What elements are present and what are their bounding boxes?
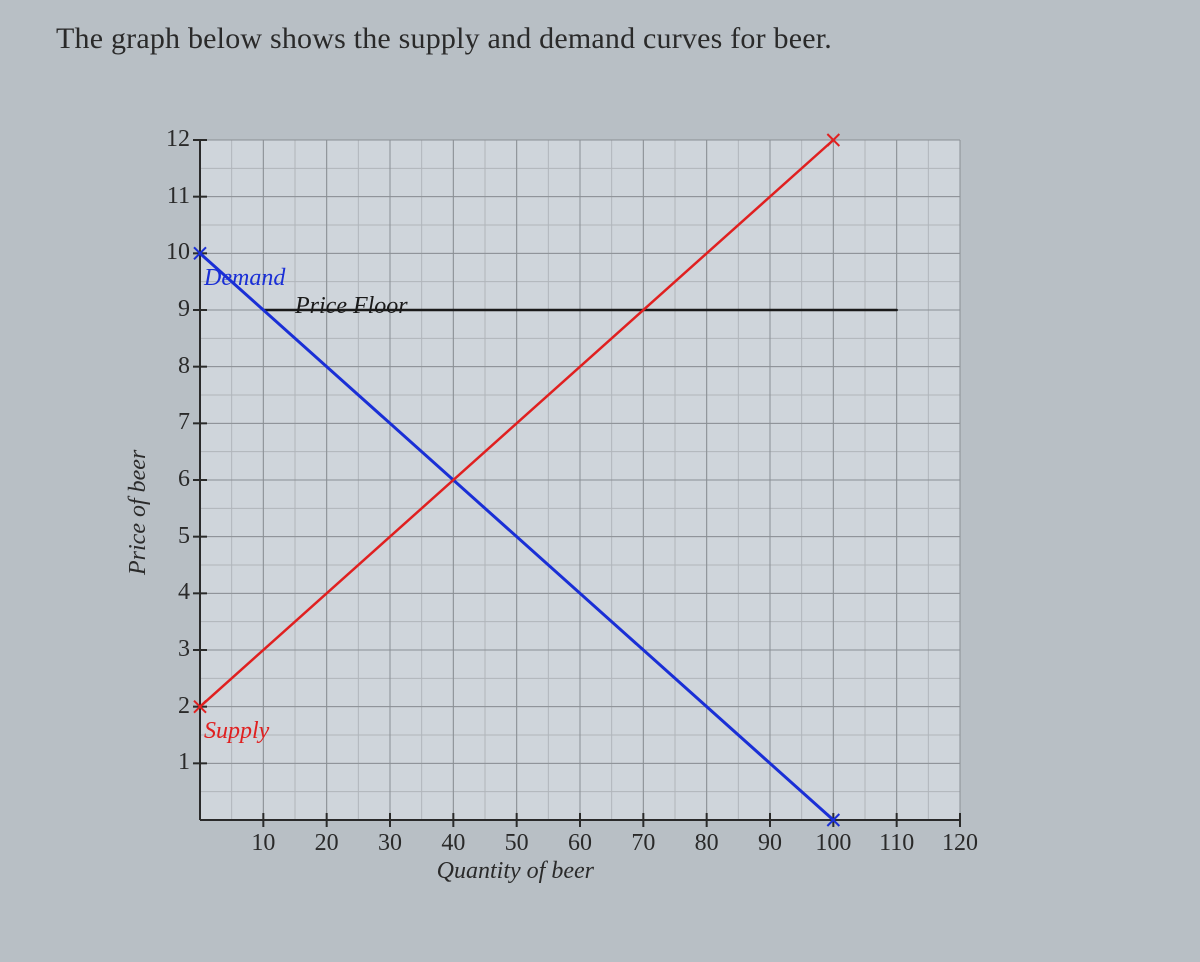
y-tick-label: 4 [150,579,190,606]
x-tick-label: 80 [687,830,727,857]
chart-svg [70,130,990,900]
x-tick-label: 50 [497,830,537,857]
y-tick-label: 3 [150,636,190,663]
supply-demand-chart: Price of beer Quantity of beer 1 2 3 4 5 6 7 8 9… [70,130,990,930]
y-tick-label: 10 [150,239,190,266]
y-tick-label: 11 [150,183,190,210]
x-tick-label: 30 [370,830,410,857]
x-tick-label: 20 [307,830,347,857]
page-title: The graph below shows the supply and dem… [56,22,832,56]
x-tick-label: 70 [623,830,663,857]
x-tick-label: 110 [877,830,917,857]
y-axis-label: Price of beer [125,450,152,575]
demand-label: Demand [204,265,285,292]
supply-label: Supply [204,718,269,745]
y-tick-label: 5 [150,523,190,550]
y-tick-label: 2 [150,693,190,720]
x-tick-label: 100 [813,830,853,857]
x-axis-label: Quantity of beer [437,858,594,885]
y-tick-label: 6 [150,466,190,493]
y-tick-label: 12 [150,126,190,153]
y-tick-label: 7 [150,409,190,436]
x-tick-label: 90 [750,830,790,857]
y-tick-label: 9 [150,296,190,323]
x-tick-label: 40 [433,830,473,857]
price-floor-label: Price Floor [295,293,408,320]
x-tick-label: 120 [940,830,980,857]
y-tick-label: 8 [150,353,190,380]
x-tick-label: 10 [243,830,283,857]
y-tick-label: 1 [150,749,190,776]
x-tick-label: 60 [560,830,600,857]
